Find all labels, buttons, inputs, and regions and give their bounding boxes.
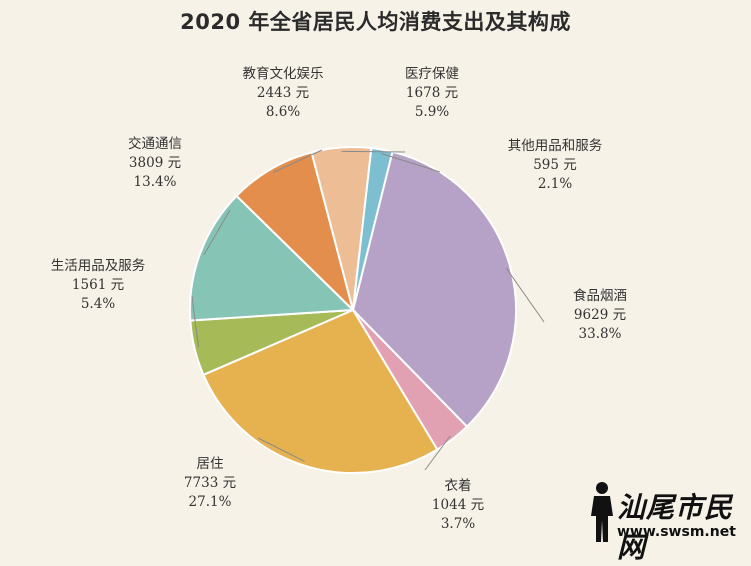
chart-title: 2020 年全省居民人均消费支出及其构成 [180,10,571,34]
slice-label-percent: 2.1% [538,176,572,192]
slice-label-percent: 13.4% [134,174,177,190]
pie-slice-3 [202,308,439,474]
slice-label-value: 2443 元 [257,85,309,101]
slice-label-value: 3809 元 [129,155,181,171]
slice-label-name: 居住 [197,456,224,472]
slice-label-name: 生活用品及服务 [51,258,146,274]
slice-label-value: 1044 元 [432,497,484,513]
site-watermark: 汕尾市民网 www.swsm.net [587,480,745,564]
pie-slice-1 [351,150,517,429]
slice-label-name: 医疗保健 [405,66,459,82]
leader-line-2 [424,435,451,471]
leader-line-4 [191,295,199,348]
pie-slice-6 [235,151,355,314]
leader-line-7 [341,150,406,153]
watermark-url: www.swsm.net [617,524,736,540]
slice-label-value: 9629 元 [574,307,626,323]
slice-label-name: 衣着 [445,477,472,494]
slice-label-percent: 5.4% [81,296,115,312]
slice-label-name: 教育文化娱乐 [243,66,324,82]
slice-label-value: 1561 元 [72,277,124,293]
leader-line-5 [203,209,231,255]
pie-slice-5 [189,194,356,322]
person-silhouette-icon [591,482,613,542]
slice-label-percent: 27.1% [189,494,232,510]
slice-label-name: 交通通信 [128,135,182,152]
pie-chart: 食品烟酒 9629 元 33.8% 衣着 1044 元 3.7% 居住 7733 元 27.1%… [51,66,627,532]
slice-label-name: 其他用品和服务 [508,138,603,154]
slice-label-value: 1678 元 [406,85,458,101]
slice-label-percent: 8.6% [266,104,300,120]
slice-label-value: 595 元 [533,157,577,173]
slice-label-percent: 33.8% [579,326,622,342]
slice-label-name: 食品烟酒 [573,287,627,304]
leader-line-8 [381,153,441,173]
leader-line-6 [272,149,323,173]
leader-line-3 [257,437,305,462]
slice-label-percent: 5.9% [415,104,449,120]
leader-line-1 [506,268,545,323]
slice-label-value: 7733 元 [184,475,236,491]
slice-label-percent: 3.7% [441,516,475,532]
